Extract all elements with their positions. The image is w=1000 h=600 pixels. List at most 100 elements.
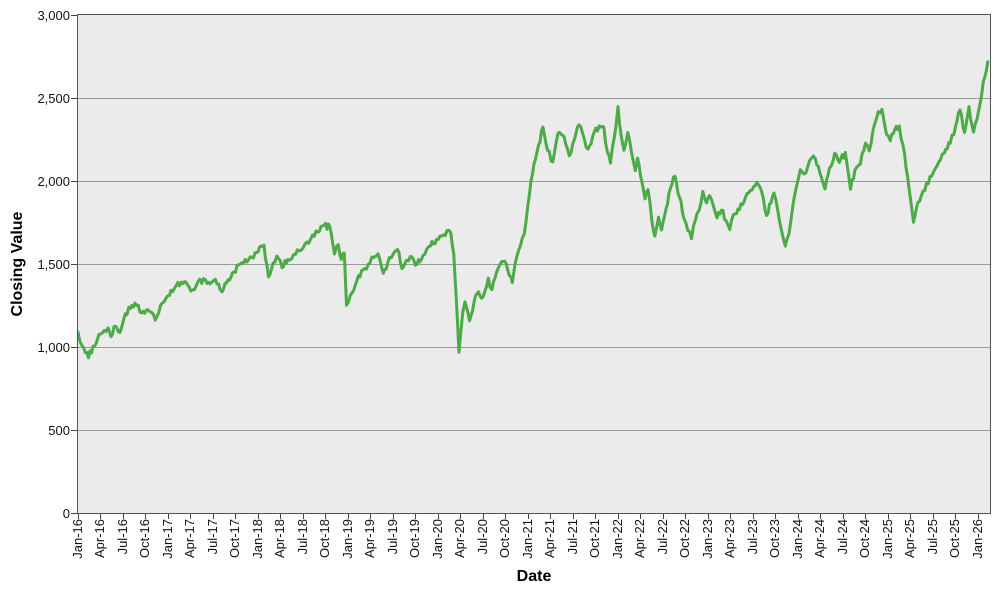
x-tick-label: Oct-16 bbox=[137, 519, 152, 559]
x-tick-label: Apr-21 bbox=[542, 519, 557, 559]
x-tick-label: Apr-24 bbox=[812, 519, 827, 559]
x-tick-mark bbox=[347, 514, 349, 519]
x-tick-mark bbox=[820, 514, 821, 519]
y-tick-mark bbox=[71, 346, 77, 348]
x-tick-label: Jan-26 bbox=[969, 519, 985, 559]
x-tick-label: Oct-20 bbox=[497, 519, 512, 559]
x-tick-mark bbox=[460, 514, 461, 519]
x-tick-mark bbox=[842, 514, 844, 519]
x-tick-label: Jan-18 bbox=[249, 519, 265, 559]
x-tick-label: Jan-22 bbox=[609, 519, 625, 559]
x-tick-mark bbox=[257, 514, 259, 519]
closing-value-line bbox=[78, 60, 990, 360]
y-tick-label: 1,000 bbox=[37, 339, 70, 355]
y-tick-label: 0 bbox=[62, 505, 70, 521]
y-tick-mark bbox=[71, 429, 77, 431]
x-tick-mark bbox=[707, 514, 709, 519]
x-tick-label: Jul-20 bbox=[474, 519, 490, 555]
x-tick-label: Jan-19 bbox=[339, 519, 355, 559]
x-tick-mark bbox=[505, 514, 506, 519]
x-tick-label: Jul-23 bbox=[744, 519, 760, 555]
x-tick-label: Apr-18 bbox=[272, 519, 287, 559]
x-tick-label: Apr-19 bbox=[362, 519, 377, 559]
x-tick-label: Jan-17 bbox=[159, 519, 175, 559]
x-tick-label: Jan-21 bbox=[519, 519, 535, 559]
y-tick-mark bbox=[71, 512, 77, 514]
x-tick-mark bbox=[730, 514, 731, 519]
x-tick-mark bbox=[212, 514, 214, 519]
x-tick-mark bbox=[415, 514, 416, 519]
x-tick-mark bbox=[122, 514, 124, 519]
y-tick-mark bbox=[71, 263, 77, 265]
x-tick-mark bbox=[190, 514, 191, 519]
x-tick-label: Apr-17 bbox=[182, 519, 197, 559]
x-tick-label: Oct-24 bbox=[857, 519, 872, 559]
x-tick-mark bbox=[437, 514, 439, 519]
x-tick-label: Jul-17 bbox=[204, 519, 220, 555]
x-tick-mark bbox=[662, 514, 664, 519]
y-tick-label: 2,000 bbox=[37, 173, 70, 189]
x-tick-mark bbox=[325, 514, 326, 519]
x-tick-mark bbox=[167, 514, 169, 519]
x-tick-mark bbox=[887, 514, 889, 519]
x-tick-mark bbox=[280, 514, 281, 519]
x-tick-mark bbox=[235, 514, 236, 519]
y-tick-label: 500 bbox=[48, 422, 70, 438]
x-tick-label: Jan-23 bbox=[699, 519, 715, 559]
y-tick-label: 2,500 bbox=[37, 90, 70, 106]
x-tick-mark bbox=[77, 514, 79, 519]
x-tick-label: Apr-23 bbox=[722, 519, 737, 559]
x-tick-mark bbox=[775, 514, 776, 519]
y-tick-mark bbox=[71, 180, 77, 182]
x-tick-mark bbox=[100, 514, 101, 519]
x-tick-mark bbox=[550, 514, 551, 519]
x-tick-mark bbox=[865, 514, 866, 519]
x-tick-label: Jul-19 bbox=[384, 519, 400, 555]
x-tick-mark bbox=[977, 514, 979, 519]
x-tick-label: Jul-24 bbox=[834, 519, 850, 555]
y-tick-mark bbox=[71, 97, 77, 99]
x-tick-mark bbox=[640, 514, 641, 519]
y-tick-mark bbox=[71, 14, 77, 16]
x-tick-mark bbox=[752, 514, 754, 519]
x-tick-label: Apr-22 bbox=[632, 519, 647, 559]
x-tick-mark bbox=[955, 514, 956, 519]
x-axis-title: Date bbox=[516, 568, 552, 585]
x-tick-mark bbox=[932, 514, 934, 519]
x-tick-mark bbox=[392, 514, 394, 519]
x-tick-label: Oct-22 bbox=[677, 519, 692, 559]
x-tick-mark bbox=[595, 514, 596, 519]
x-tick-label: Apr-20 bbox=[452, 519, 467, 559]
x-tick-mark bbox=[527, 514, 529, 519]
x-tick-mark bbox=[572, 514, 574, 519]
x-tick-mark bbox=[685, 514, 686, 519]
x-tick-label: Oct-23 bbox=[767, 519, 782, 559]
x-tick-label: Jan-24 bbox=[789, 519, 805, 559]
x-tick-label: Oct-25 bbox=[947, 519, 962, 559]
x-tick-mark bbox=[145, 514, 146, 519]
x-tick-label: Jan-16 bbox=[69, 519, 85, 559]
x-tick-label: Oct-17 bbox=[227, 519, 242, 559]
plot-area bbox=[77, 14, 991, 514]
x-tick-label: Jan-20 bbox=[429, 519, 445, 559]
x-tick-label: Oct-18 bbox=[317, 519, 332, 559]
x-tick-mark bbox=[797, 514, 799, 519]
x-tick-label: Jul-25 bbox=[924, 519, 940, 555]
x-tick-label: Oct-21 bbox=[587, 519, 602, 559]
y-tick-label: 3,000 bbox=[37, 7, 70, 23]
x-tick-label: Oct-19 bbox=[407, 519, 422, 559]
x-tick-label: Apr-25 bbox=[902, 519, 917, 559]
x-tick-label: Jul-21 bbox=[564, 519, 580, 555]
x-tick-mark bbox=[482, 514, 484, 519]
x-tick-label: Jan-25 bbox=[879, 519, 895, 559]
x-tick-mark bbox=[910, 514, 911, 519]
x-tick-label: Jul-18 bbox=[294, 519, 310, 555]
x-tick-mark bbox=[302, 514, 304, 519]
x-tick-mark bbox=[370, 514, 371, 519]
x-tick-label: Jul-16 bbox=[114, 519, 130, 555]
x-tick-label: Apr-16 bbox=[92, 519, 107, 559]
x-tick-mark bbox=[617, 514, 619, 519]
y-tick-label: 1,500 bbox=[37, 256, 70, 272]
x-tick-label: Jul-22 bbox=[654, 519, 670, 555]
